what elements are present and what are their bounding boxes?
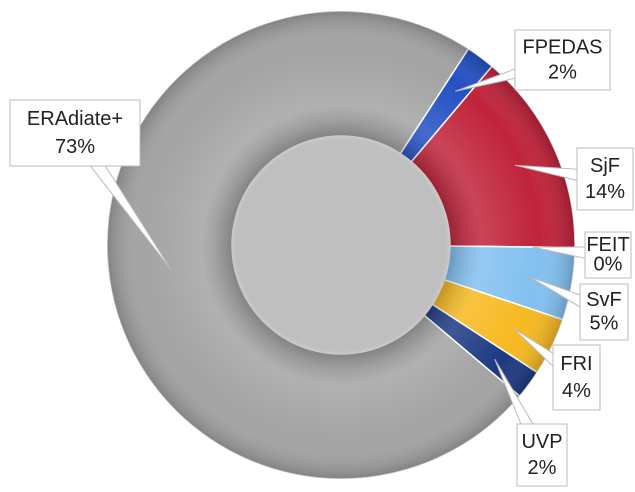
category-label: ERAdiate+ [27,108,123,130]
category-label: FRI [560,353,592,375]
category-label: FEIT [586,234,629,256]
label-box [584,231,632,279]
category-label: FPEDAS [522,36,602,58]
value-label: 73% [55,136,95,158]
value-label: 2% [528,457,557,479]
label-box [516,423,568,487]
label-box [552,344,601,411]
value-label: 0% [594,253,623,275]
value-label: 5% [590,313,619,335]
value-label: 14% [585,181,625,203]
slices [106,10,576,480]
label-box [576,147,634,211]
label-box [9,99,141,167]
value-label: 2% [548,61,577,83]
value-label: 4% [562,380,591,402]
label-box [514,29,611,91]
label-box [579,283,629,341]
category-label: UVP [521,431,562,453]
category-label: SjF [590,155,620,177]
category-label: SvF [586,289,622,311]
